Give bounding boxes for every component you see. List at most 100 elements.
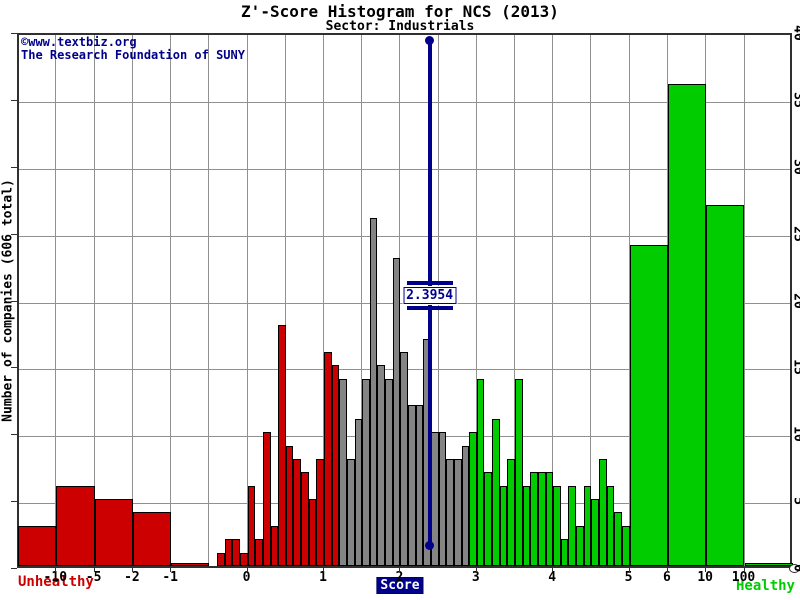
x-gridline [590, 35, 592, 566]
y-tick-label: 40 [790, 25, 800, 41]
histogram-bar [408, 405, 416, 566]
x-axis-label: Score [376, 577, 424, 594]
histogram-bar [568, 486, 577, 566]
x-tick-mark [743, 568, 745, 572]
x-gridline [284, 35, 286, 566]
y-tick-mark [11, 501, 17, 503]
y-tick-label: 25 [790, 225, 800, 242]
x-gridline [55, 35, 57, 566]
histogram-bar [583, 486, 592, 566]
x-tick-mark [628, 568, 630, 572]
y-tick-label: 5 [791, 497, 800, 505]
x-tick-mark [399, 568, 401, 572]
histogram-bar [537, 472, 546, 566]
y-tick-mark [11, 99, 17, 101]
x-gridline [93, 35, 95, 566]
y-tick-mark [11, 434, 17, 436]
histogram-bar [308, 499, 317, 566]
x-tick-mark [131, 568, 133, 572]
histogram-bar [453, 459, 462, 566]
x-tick-mark [246, 568, 248, 572]
histogram-bar [507, 459, 515, 566]
histogram-bar [438, 432, 447, 566]
y-gridline [19, 101, 790, 103]
x-gridline [628, 35, 630, 566]
x-tick-mark [666, 568, 668, 572]
x-tick-label: 1 [319, 570, 327, 585]
x-tick-mark [323, 568, 324, 572]
chart-title: Z'-Score Histogram for NCS (2013) [241, 2, 559, 21]
histogram-bar [560, 539, 569, 566]
histogram-bar [224, 539, 233, 566]
y-tick-mark [11, 568, 17, 569]
histogram-bar [400, 352, 409, 566]
x-tick-label: 5 [624, 570, 633, 585]
histogram-bar [614, 512, 622, 566]
histogram-bar [392, 258, 401, 566]
x-tick-label: -10 [43, 570, 68, 585]
x-tick-label: 4 [548, 570, 557, 585]
histogram-bar [461, 446, 470, 566]
x-gridline [246, 35, 248, 566]
histogram-bar [285, 446, 294, 566]
histogram-bar [362, 379, 370, 566]
histogram-bar [56, 486, 95, 566]
histogram-bar [217, 553, 225, 566]
y-tick-label: 35 [790, 92, 800, 108]
y-tick-label: 30 [790, 158, 800, 175]
cutoff-marker-top-dot [425, 36, 435, 45]
histogram-bar [629, 245, 668, 566]
histogram-bar [385, 379, 393, 566]
histogram-bar [377, 365, 386, 566]
x-gridline [208, 35, 210, 566]
histogram-bar [339, 379, 347, 566]
histogram-bar [171, 563, 210, 566]
histogram-bar [331, 365, 340, 566]
x-tick-label: -5 [85, 570, 102, 585]
histogram-bar [545, 472, 554, 566]
x-tick-mark [552, 568, 554, 572]
histogram-bar [232, 539, 240, 566]
histogram-bar [606, 486, 615, 566]
histogram-bar [278, 325, 286, 566]
y-tick-label: 0 [791, 564, 800, 572]
x-gridline [170, 35, 172, 566]
watermark-url: ©www.textbiz.org [21, 35, 137, 49]
y-gridline [19, 235, 790, 237]
histogram-bar [744, 563, 793, 566]
x-gridline [514, 35, 515, 566]
histogram-bar [621, 526, 630, 566]
histogram-bar [446, 459, 454, 566]
y-tick-mark [11, 33, 17, 34]
x-tick-mark [705, 568, 707, 572]
chart-subtitle: Sector: Industrials [325, 19, 475, 34]
y-tick-mark [11, 300, 17, 302]
histogram-bar [247, 486, 256, 566]
histogram-bar [301, 472, 309, 566]
x-gridline [323, 35, 324, 566]
x-tick-mark [93, 568, 95, 572]
histogram-bar [293, 459, 302, 566]
histogram-bar [354, 419, 363, 566]
x-tick-label: 3 [471, 570, 480, 585]
x-tick-label: 0 [242, 570, 251, 585]
x-gridline [131, 35, 133, 566]
x-tick-mark [170, 568, 172, 572]
histogram-bar [415, 405, 424, 566]
x-gridline [552, 35, 554, 566]
cutoff-value-label: 2.3954 [402, 286, 458, 305]
cutoff-marker-bottom-dot [425, 541, 435, 550]
histogram-bar [576, 526, 584, 566]
x-gridline [475, 35, 477, 566]
healthy-label: Healthy [735, 578, 795, 594]
y-tick-label: 15 [790, 359, 800, 376]
histogram-bar [599, 459, 607, 566]
histogram-bar [553, 486, 561, 566]
histogram-bar [316, 459, 324, 566]
unhealthy-label: Unhealthy [18, 574, 94, 590]
histogram-bar [591, 499, 600, 566]
histogram-bar [530, 472, 538, 566]
histogram-bar [255, 539, 263, 566]
histogram-bar [484, 472, 493, 566]
